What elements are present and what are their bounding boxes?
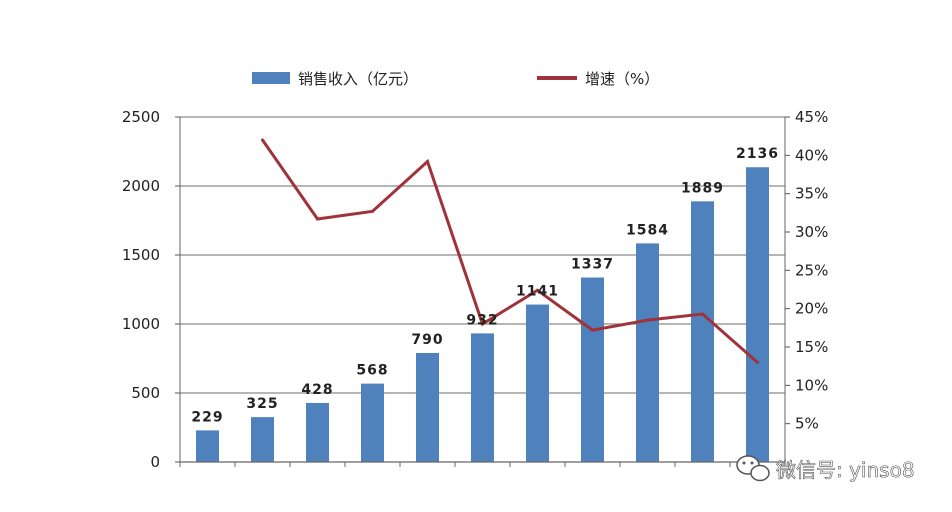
line-point [646,318,649,322]
right-tick-label: 15% [795,338,828,356]
right-tick-label: 45% [795,108,828,126]
bar-data-label: 1141 [516,284,559,300]
bar [416,352,439,462]
right-tick-label: 35% [795,185,828,203]
line-point [316,217,319,221]
watermark: 微信号: yinso8 [736,455,915,482]
right-tick-label: 40% [795,146,828,164]
bar [361,383,384,462]
data-labels: 229 325 428 568 790 932 1141 1337 1584 1889 2136 [191,146,779,425]
bar [306,402,329,462]
bar [196,430,219,462]
bar-data-label: 229 [191,409,223,425]
legend: 销售收入（亿元） 增速（%） [252,70,659,88]
watermark-text: 微信号: yinso8 [776,458,915,482]
left-tick-label: 1000 [122,315,160,333]
bar [691,201,714,462]
right-tick-label: 25% [795,261,828,279]
bar [471,333,494,462]
line-point [426,159,429,163]
left-tick-label: 0 [150,453,160,471]
line-point [481,322,484,326]
bar-data-label: 932 [466,312,498,328]
line-point [371,209,374,213]
line-point [536,288,539,292]
left-tick-label: 2500 [122,108,160,126]
line-series [261,138,759,364]
bar-data-label: 790 [411,332,443,348]
left-tick-label: 500 [131,384,160,402]
bar-data-label: 1889 [681,180,724,196]
legend-label-line: 增速（%） [585,70,659,88]
bar-data-label: 1584 [626,222,669,238]
line-point [591,328,594,332]
right-tick-label: 30% [795,223,828,241]
right-tick-label: 5% [795,415,819,433]
line-point [701,312,704,316]
right-tick-label: 20% [795,300,828,318]
right-tick-label: 10% [795,376,828,394]
bar-data-label: 568 [356,363,388,379]
left-tick-label: 2000 [122,177,160,195]
bar-data-label: 325 [246,396,278,412]
bar-series [196,167,769,462]
legend-swatch-bar [252,72,290,84]
bar-data-label: 2136 [736,146,779,162]
bar [581,277,604,462]
axes: 0 500 1000 1500 2000 2500 5% 10% 15% 20% 25% 30% 35%… [122,108,829,471]
legend-label-bar: 销售收入（亿元） [298,70,418,88]
bar [251,417,274,462]
line-point [261,138,264,142]
bar [526,304,549,462]
line-point [756,360,759,364]
bar-data-label: 428 [301,382,333,398]
bar [746,167,769,462]
growth-rate-line [261,139,759,364]
left-tick-label: 1500 [122,246,160,264]
bar-data-label: 1337 [571,256,614,272]
wechat-icon [736,455,770,482]
bar [636,243,659,462]
